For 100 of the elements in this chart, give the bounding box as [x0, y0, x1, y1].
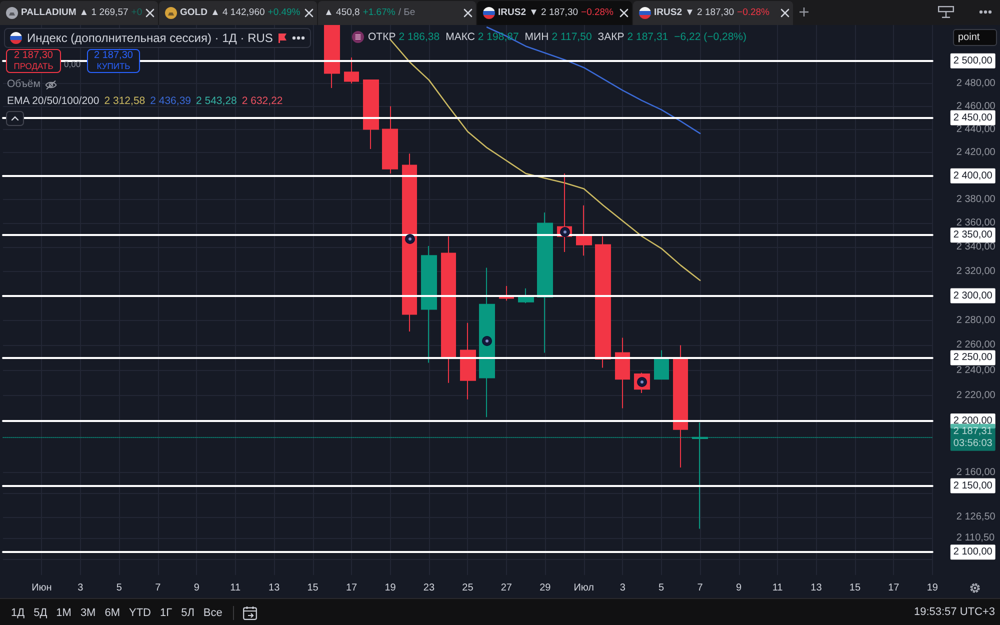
x-tick-label: 5 [658, 582, 665, 594]
tab: PALLADIUM ▲ 1 269,57 +0 [0, 1, 158, 25]
x-tick-label: 15 [849, 582, 861, 594]
candlestick [421, 245, 437, 364]
candlestick [479, 267, 495, 418]
x-tick-label: 5 [116, 582, 122, 594]
x-tick-label: 7 [697, 582, 704, 594]
x-tick-label: 9 [736, 582, 742, 594]
ref-line-label: 2 150,00 [953, 480, 993, 492]
y-tick-label: 2 380,00 [956, 194, 996, 205]
annotation: 2 632,22 [242, 95, 283, 108]
annotation: EMA 20/50/100/200 [7, 95, 100, 108]
annotation: 2 187,31 [627, 30, 668, 44]
x-tick-label: 17 [346, 582, 358, 594]
buy-button: 2 187,30 КУПИТЬ [87, 49, 140, 73]
x-tick-label: Июл [574, 582, 594, 594]
y-tick-label: 2 280,00 [956, 314, 996, 326]
sell-button: 2 187,30 ПРОДАТЬ [6, 49, 61, 73]
x-tick-label: 13 [810, 582, 822, 594]
candlestick [537, 212, 553, 354]
annotation: МАКС [446, 30, 475, 44]
x-tick-label: Июн [32, 582, 52, 594]
candlestick [595, 236, 611, 368]
x-tick-label: 11 [772, 582, 784, 594]
y-tick-label: 2 110,50 [956, 532, 996, 544]
text: 1Г [160, 606, 172, 620]
y-tick-label: 2 220,00 [956, 390, 996, 402]
text: 1Д [11, 606, 25, 620]
x-tick-label: 19 [926, 582, 938, 594]
ref-line-label: 2 100,00 [953, 546, 993, 558]
input-field: point [953, 29, 997, 46]
annotation: 2 187,30 [14, 50, 53, 62]
text: 19:53:57 UTC+3 [914, 606, 995, 619]
x-tick-label: 17 [888, 582, 900, 594]
annotation: ПРОДАТЬ [14, 60, 54, 72]
x-tick-label: 29 [540, 582, 552, 594]
text: 6М [104, 606, 120, 620]
candlestick [363, 80, 379, 150]
x-tick-label: 23 [423, 582, 435, 594]
ref-line-label: 2 350,00 [953, 230, 993, 241]
annotation: −6,22 (−0,28%) [674, 30, 747, 44]
x-tick-label: 13 [268, 582, 280, 594]
text: 5Д [34, 606, 48, 620]
y-tick-label: 2 440,00 [956, 124, 996, 135]
y-tick-label: 2 260,00 [956, 340, 996, 351]
annotation: 2 312,58 [104, 95, 146, 108]
y-tick-label: 2 420,00 [956, 146, 996, 158]
candlestick [654, 350, 669, 380]
annotation: ОТКР [368, 30, 396, 44]
text: Все [203, 606, 222, 620]
y-tick-label: 2 240,00 [956, 364, 996, 376]
text: 03:56:03 [953, 438, 993, 449]
candlestick [460, 322, 476, 400]
candlestick [576, 204, 592, 256]
candlestick [673, 344, 688, 468]
annotation: ЗАКР [598, 30, 624, 44]
annotation: 2 186,38 [398, 30, 440, 44]
ref-line-label: 2 400,00 [953, 170, 993, 182]
ref-line-label: 2 450,00 [953, 112, 993, 124]
ref-line-label: 2 187,31 [953, 426, 993, 437]
annotation: 2 187,30 [94, 50, 133, 62]
ref-line-label: 2 500,00 [953, 55, 993, 66]
text: 1М [56, 606, 72, 620]
y-tick-label: 2 320,00 [956, 266, 996, 277]
x-tick-label: 27 [500, 582, 512, 594]
candlestick [324, 25, 340, 89]
x-tick-label: 3 [620, 582, 626, 594]
y-tick-label: 2 160,00 [956, 467, 996, 478]
tab: ▲ 450,8 +1.67% / Бе [318, 1, 476, 25]
annotation: 2 117,50 [552, 30, 592, 44]
candlestick [615, 337, 630, 409]
annotation: Объём [7, 78, 40, 91]
candlestick [441, 236, 456, 384]
y-tick-label: 2 340,00 [956, 242, 996, 253]
x-tick-label: 7 [155, 582, 162, 594]
tab: IRUS2 ▼ 2 187,30 −0.28% [477, 1, 632, 25]
x-tick-label: 19 [384, 582, 396, 594]
y-tick-label: 2 126,50 [956, 511, 996, 522]
candlestick [402, 153, 417, 332]
x-tick-label: 9 [194, 582, 200, 594]
x-tick-label: 3 [78, 582, 84, 594]
ref-line-label: 2 200,00 [953, 416, 993, 427]
tab: GOLD ▲ 4 142,960 +0.49% [159, 1, 317, 25]
title-box: Индекс (дополнительная сессия) · 1Д · RUS [4, 28, 311, 48]
y-tick-label: 2 480,00 [956, 78, 996, 89]
annotation: 0,00 [64, 59, 81, 69]
x-tick-label: 15 [307, 582, 319, 594]
text: 5Л [181, 606, 194, 620]
annotation: МИН [524, 30, 549, 44]
candlestick [344, 56, 359, 84]
x-tick-label: 25 [462, 582, 474, 594]
ref-line-label: 2 250,00 [953, 352, 993, 364]
tab: IRUS2 ▼ 2 187,30 −0.28% [633, 1, 793, 25]
text: 3М [80, 606, 96, 620]
y-tick-label: 2 460,00 [956, 100, 996, 112]
ref-line-label: 2 300,00 [953, 290, 993, 302]
line-series [486, 26, 701, 134]
text: YTD [129, 606, 151, 620]
candlestick [382, 106, 398, 174]
y-tick-label: 2 360,00 [956, 218, 996, 229]
